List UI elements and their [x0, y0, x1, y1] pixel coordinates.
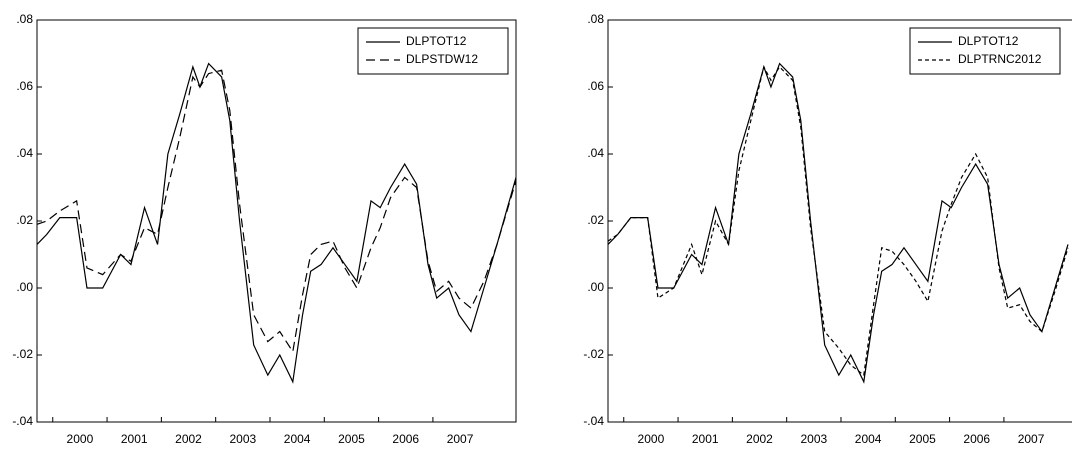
chart: -.04 -.02 .00 .02 .04 .06 .08 2000 2001 2002 2003 2… — [583, 12, 1072, 446]
legend-label: DLPTRNC2012 — [958, 52, 1042, 66]
y-tick-label: -.02 — [583, 347, 604, 361]
chart: -.04 -.02 .00 .02 .04 .06 .08 2000 2001 2002 2003 2… — [12, 12, 517, 446]
legend-label: DLPSTDW12 — [406, 52, 478, 66]
y-tick-label: .02 — [16, 213, 33, 227]
x-tick-label: 2002 — [746, 432, 773, 446]
y-tick-label: .04 — [16, 146, 33, 160]
x-tick-label: 2003 — [229, 432, 256, 446]
plot-frame — [607, 19, 1072, 423]
y-tick-label: .06 — [16, 79, 33, 93]
y-tick-label: .00 — [587, 280, 604, 294]
legend-label: DLPTOT12 — [958, 34, 1019, 48]
x-tick-label: 2005 — [909, 432, 936, 446]
series-line — [36, 69, 517, 354]
x-tick-label: 2000 — [67, 432, 94, 446]
x-tick-label: 2004 — [855, 432, 882, 446]
series-line — [607, 62, 1069, 384]
series-line — [36, 62, 517, 384]
x-tick-label: 2000 — [638, 432, 665, 446]
series-line — [607, 65, 1069, 377]
legend-label: DLPTOT12 — [406, 34, 467, 48]
y-tick-label: -.02 — [12, 347, 33, 361]
y-tick-label: -.04 — [12, 414, 33, 428]
y-tick-label: .04 — [587, 146, 604, 160]
legend-box — [357, 27, 509, 75]
x-tick-label: 2005 — [338, 432, 365, 446]
y-tick-label: .00 — [16, 280, 33, 294]
x-tick-label: 2003 — [800, 432, 827, 446]
x-tick-label: 2004 — [284, 432, 311, 446]
y-tick-label: .06 — [587, 79, 604, 93]
x-tick-label: 2007 — [1018, 432, 1045, 446]
y-tick-label: .02 — [587, 213, 604, 227]
x-tick-label: 2006 — [392, 432, 419, 446]
plot-frame — [36, 19, 517, 423]
y-tick-label: .08 — [16, 12, 33, 26]
x-tick-label: 2002 — [175, 432, 202, 446]
x-tick-label: 2006 — [963, 432, 990, 446]
y-tick-label: .08 — [587, 12, 604, 26]
legend-box — [909, 27, 1061, 75]
y-tick-label: -.04 — [583, 414, 604, 428]
x-tick-label: 2007 — [447, 432, 474, 446]
x-tick-label: 2001 — [121, 432, 148, 446]
x-tick-label: 2001 — [692, 432, 719, 446]
